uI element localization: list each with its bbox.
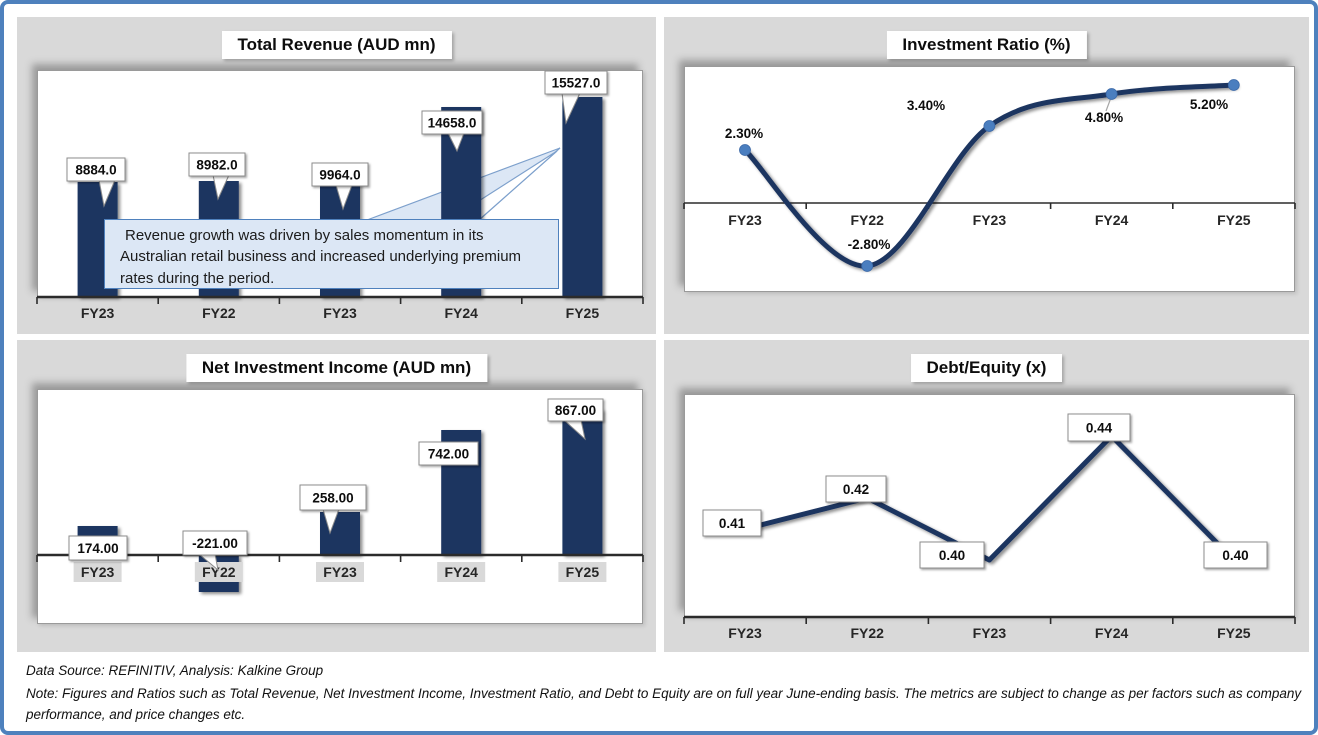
x-label-chip xyxy=(73,562,122,582)
x-axis-label: FY24 xyxy=(1095,212,1129,228)
x-axis-label: FY23 xyxy=(81,305,115,321)
x-axis-label: FY23 xyxy=(323,564,357,580)
x-axis-label: FY23 xyxy=(973,625,1007,641)
value-label-box xyxy=(547,398,604,422)
value-label-box xyxy=(702,509,762,537)
value-label-box xyxy=(418,441,479,466)
data-point-marker-FY22 xyxy=(861,260,874,272)
x-axis-label: FY25 xyxy=(1217,212,1251,228)
value-label-box xyxy=(544,70,608,95)
value-label: 0.42 xyxy=(843,482,869,497)
x-axis-label: FY23 xyxy=(728,625,762,641)
x-axis-label: FY23 xyxy=(728,212,762,228)
x-label-chip xyxy=(194,562,243,582)
value-label: 258.00 xyxy=(312,491,353,506)
x-label-chip xyxy=(437,562,486,582)
value-label-box xyxy=(299,484,367,511)
value-label-box xyxy=(66,157,126,182)
data-point-marker-FY23 xyxy=(983,120,996,132)
panel-net-investment-income: FY23 FY22 FY23 FY24 FY25 174.00 -221.00 258.00 7… xyxy=(17,340,656,652)
x-label-chip xyxy=(316,562,364,582)
value-label: 0.40 xyxy=(939,548,965,563)
net-investment-income-bar-chart: FY23 FY22 FY23 FY24 FY25 174.00 -221.00 258.00 7… xyxy=(36,398,644,592)
trend-line xyxy=(742,433,1237,563)
chart-title: Debt/Equity (x) xyxy=(910,354,1063,382)
x-axis-label: FY23 xyxy=(973,212,1007,228)
chart-title: Net Investment Income (AUD mn) xyxy=(185,354,488,382)
value-label-box xyxy=(182,530,248,556)
revenue-annotation-callout: Revenue growth was driven by sales momen… xyxy=(104,219,559,289)
bar-FY25 xyxy=(562,97,603,297)
value-label-box xyxy=(919,541,985,569)
panel-debt-equity: FY23 FY22 FY23 FY24 FY25 0.41 0.42 0.40 0.44 0.40… xyxy=(664,340,1309,652)
value-label-box xyxy=(825,475,887,503)
x-axis-label: FY22 xyxy=(202,305,236,321)
value-label: 867.00 xyxy=(555,403,596,418)
value-label: 0.40 xyxy=(1222,548,1248,563)
x-axis-label: FY24 xyxy=(1095,625,1129,641)
value-label: 3.40% xyxy=(907,98,945,113)
chart-title: Investment Ratio (%) xyxy=(886,31,1087,59)
x-axis-label: FY22 xyxy=(202,564,236,580)
chart-title: Total Revenue (AUD mn) xyxy=(221,31,452,59)
value-label: -2.80% xyxy=(848,237,891,252)
value-label-box xyxy=(421,110,483,135)
value-label-box xyxy=(1067,413,1131,442)
value-label: 0.44 xyxy=(1086,421,1113,436)
value-label: 742.00 xyxy=(428,447,469,462)
data-point-marker-FY24 xyxy=(1105,88,1118,100)
value-label-box xyxy=(68,535,128,561)
data-point-marker-FY23 xyxy=(739,144,751,156)
value-label: 0.41 xyxy=(719,516,746,531)
plot-area xyxy=(684,66,1295,292)
value-label: 5.20% xyxy=(1190,97,1228,112)
value-label-box xyxy=(311,162,369,187)
value-label: 9964.0 xyxy=(319,168,360,183)
panel-investment-ratio: FY23 FY22 FY23 FY24 FY25 2.30% -2.80% 3.40% 4.80… xyxy=(664,17,1309,334)
value-label: 174.00 xyxy=(77,541,118,556)
methodology-note: Note: Figures and Ratios such as Total R… xyxy=(26,685,1302,722)
x-axis-label: FY22 xyxy=(850,625,884,641)
value-label: 14658.0 xyxy=(428,116,477,131)
x-axis-label: FY23 xyxy=(81,564,115,580)
investment-ratio-line-chart: FY23 FY22 FY23 FY24 FY25 2.30% -2.80% 3.40% 4.80… xyxy=(683,79,1296,272)
value-label: 2.30% xyxy=(725,126,763,141)
x-axis-label: FY24 xyxy=(444,305,478,321)
plot-area xyxy=(684,394,1295,617)
x-axis-label: FY22 xyxy=(850,212,884,228)
panel-total-revenue: FY23 FY22 FY23 FY24 FY25 8884.0 8982.0 9964.0 14… xyxy=(17,17,656,334)
footer-notes: Data Source: REFINITIV, Analysis: Kalkin… xyxy=(26,661,1308,726)
x-axis-label: FY25 xyxy=(566,305,600,321)
value-label-box xyxy=(1203,541,1268,569)
x-axis-label: FY25 xyxy=(1217,625,1251,641)
value-label: -221.00 xyxy=(192,536,238,551)
x-label-chip xyxy=(558,562,607,582)
value-label-box xyxy=(188,152,246,177)
x-axis-label: FY25 xyxy=(566,564,600,580)
trend-line xyxy=(742,82,1237,269)
value-label: 15527.0 xyxy=(552,76,601,91)
value-label: 4.80% xyxy=(1085,110,1123,125)
data-point-marker-FY25 xyxy=(1227,79,1240,91)
x-axis-label: FY23 xyxy=(323,305,357,321)
value-label: 8884.0 xyxy=(75,163,116,178)
data-source-note: Data Source: REFINITIV, Analysis: Kalkin… xyxy=(26,663,324,678)
value-label: 8982.0 xyxy=(196,158,237,173)
debt-equity-line-chart: FY23 FY22 FY23 FY24 FY25 0.41 0.42 0.40 0.44 0.40 xyxy=(683,413,1296,641)
x-axis-label: FY24 xyxy=(444,564,478,580)
